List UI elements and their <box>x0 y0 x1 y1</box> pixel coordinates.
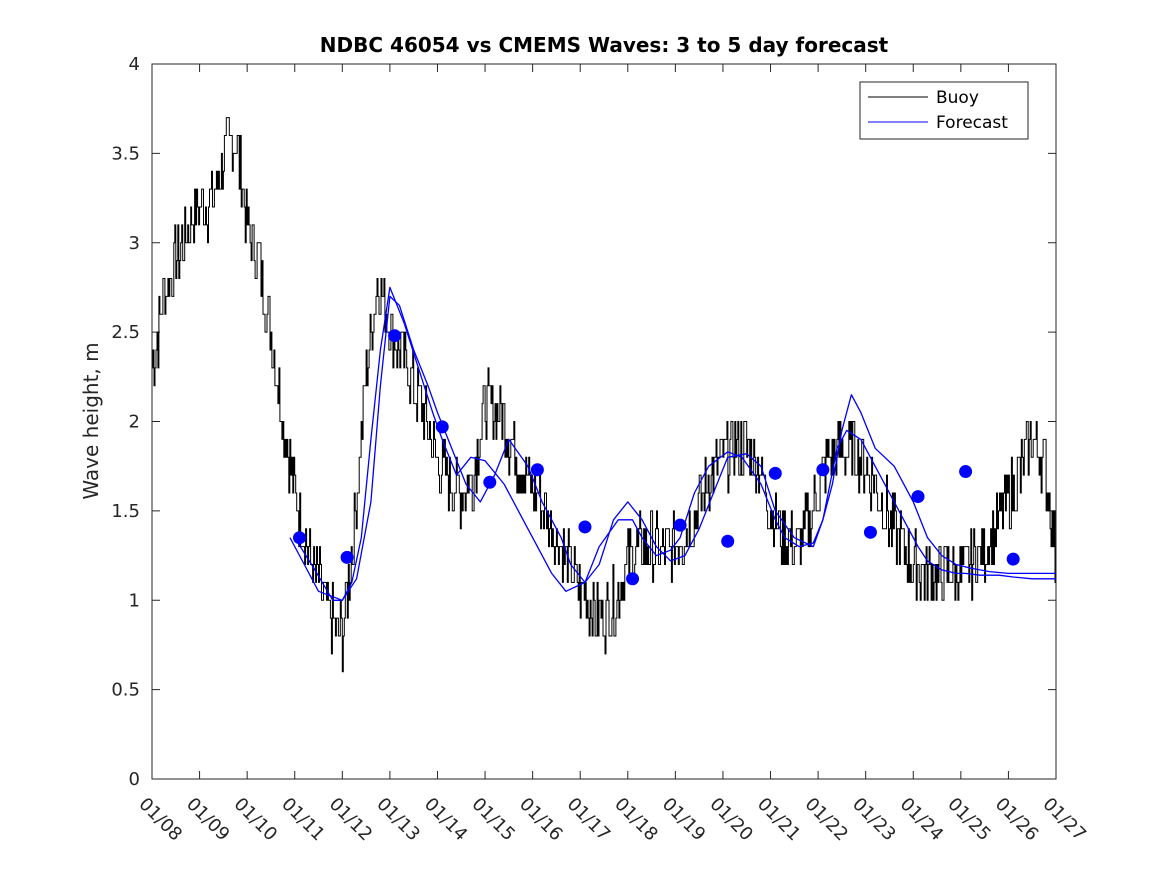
y-axis-label: Wave height, m <box>79 342 103 499</box>
forecast-start-point <box>483 475 497 489</box>
y-tick-label: 0 <box>129 769 140 790</box>
forecast-start-point <box>340 550 354 564</box>
plot-area: 00.511.522.533.54 01/0801/0901/1001/1101… <box>111 54 1090 845</box>
buoy-series-line <box>152 117 1056 673</box>
y-tick-label: 3 <box>129 233 140 254</box>
y-tick-label: 2.5 <box>111 322 140 343</box>
y-tick-label: 2 <box>129 412 140 433</box>
forecast-start-point <box>721 534 735 548</box>
forecast-start-point <box>530 463 544 477</box>
y-tick-label: 1.5 <box>111 501 140 522</box>
forecast-start-point <box>292 531 306 545</box>
forecast-start-point <box>673 518 687 532</box>
forecast-start-point <box>863 525 877 539</box>
forecast-series-line <box>294 286 1056 601</box>
legend-buoy-label: Buoy <box>936 88 979 108</box>
forecast-start-point <box>626 572 640 586</box>
forecast-start-point <box>959 465 973 479</box>
forecast-start-point <box>1006 552 1020 566</box>
series-layer <box>152 117 1056 673</box>
axes-box <box>151 63 1057 780</box>
forecast-series-line <box>289 295 1056 601</box>
forecast-start-point <box>388 329 402 343</box>
forecast-start-point <box>911 490 925 504</box>
y-tick-label: 1 <box>129 590 140 611</box>
y-tick-label: 4 <box>129 54 140 75</box>
forecast-start-point <box>816 463 830 477</box>
legend: Buoy Forecast <box>859 81 1029 140</box>
y-tick-label: 3.5 <box>111 143 140 164</box>
legend-box <box>859 81 1029 140</box>
forecast-start-point <box>578 520 592 534</box>
legend-forecast-label: Forecast <box>936 113 1008 133</box>
y-tick-label: 0.5 <box>111 680 140 701</box>
forecast-start-point <box>435 420 449 434</box>
chart-title: NDBC 46054 vs CMEMS Waves: 3 to 5 day fo… <box>320 33 889 57</box>
forecast-start-point <box>768 466 782 480</box>
